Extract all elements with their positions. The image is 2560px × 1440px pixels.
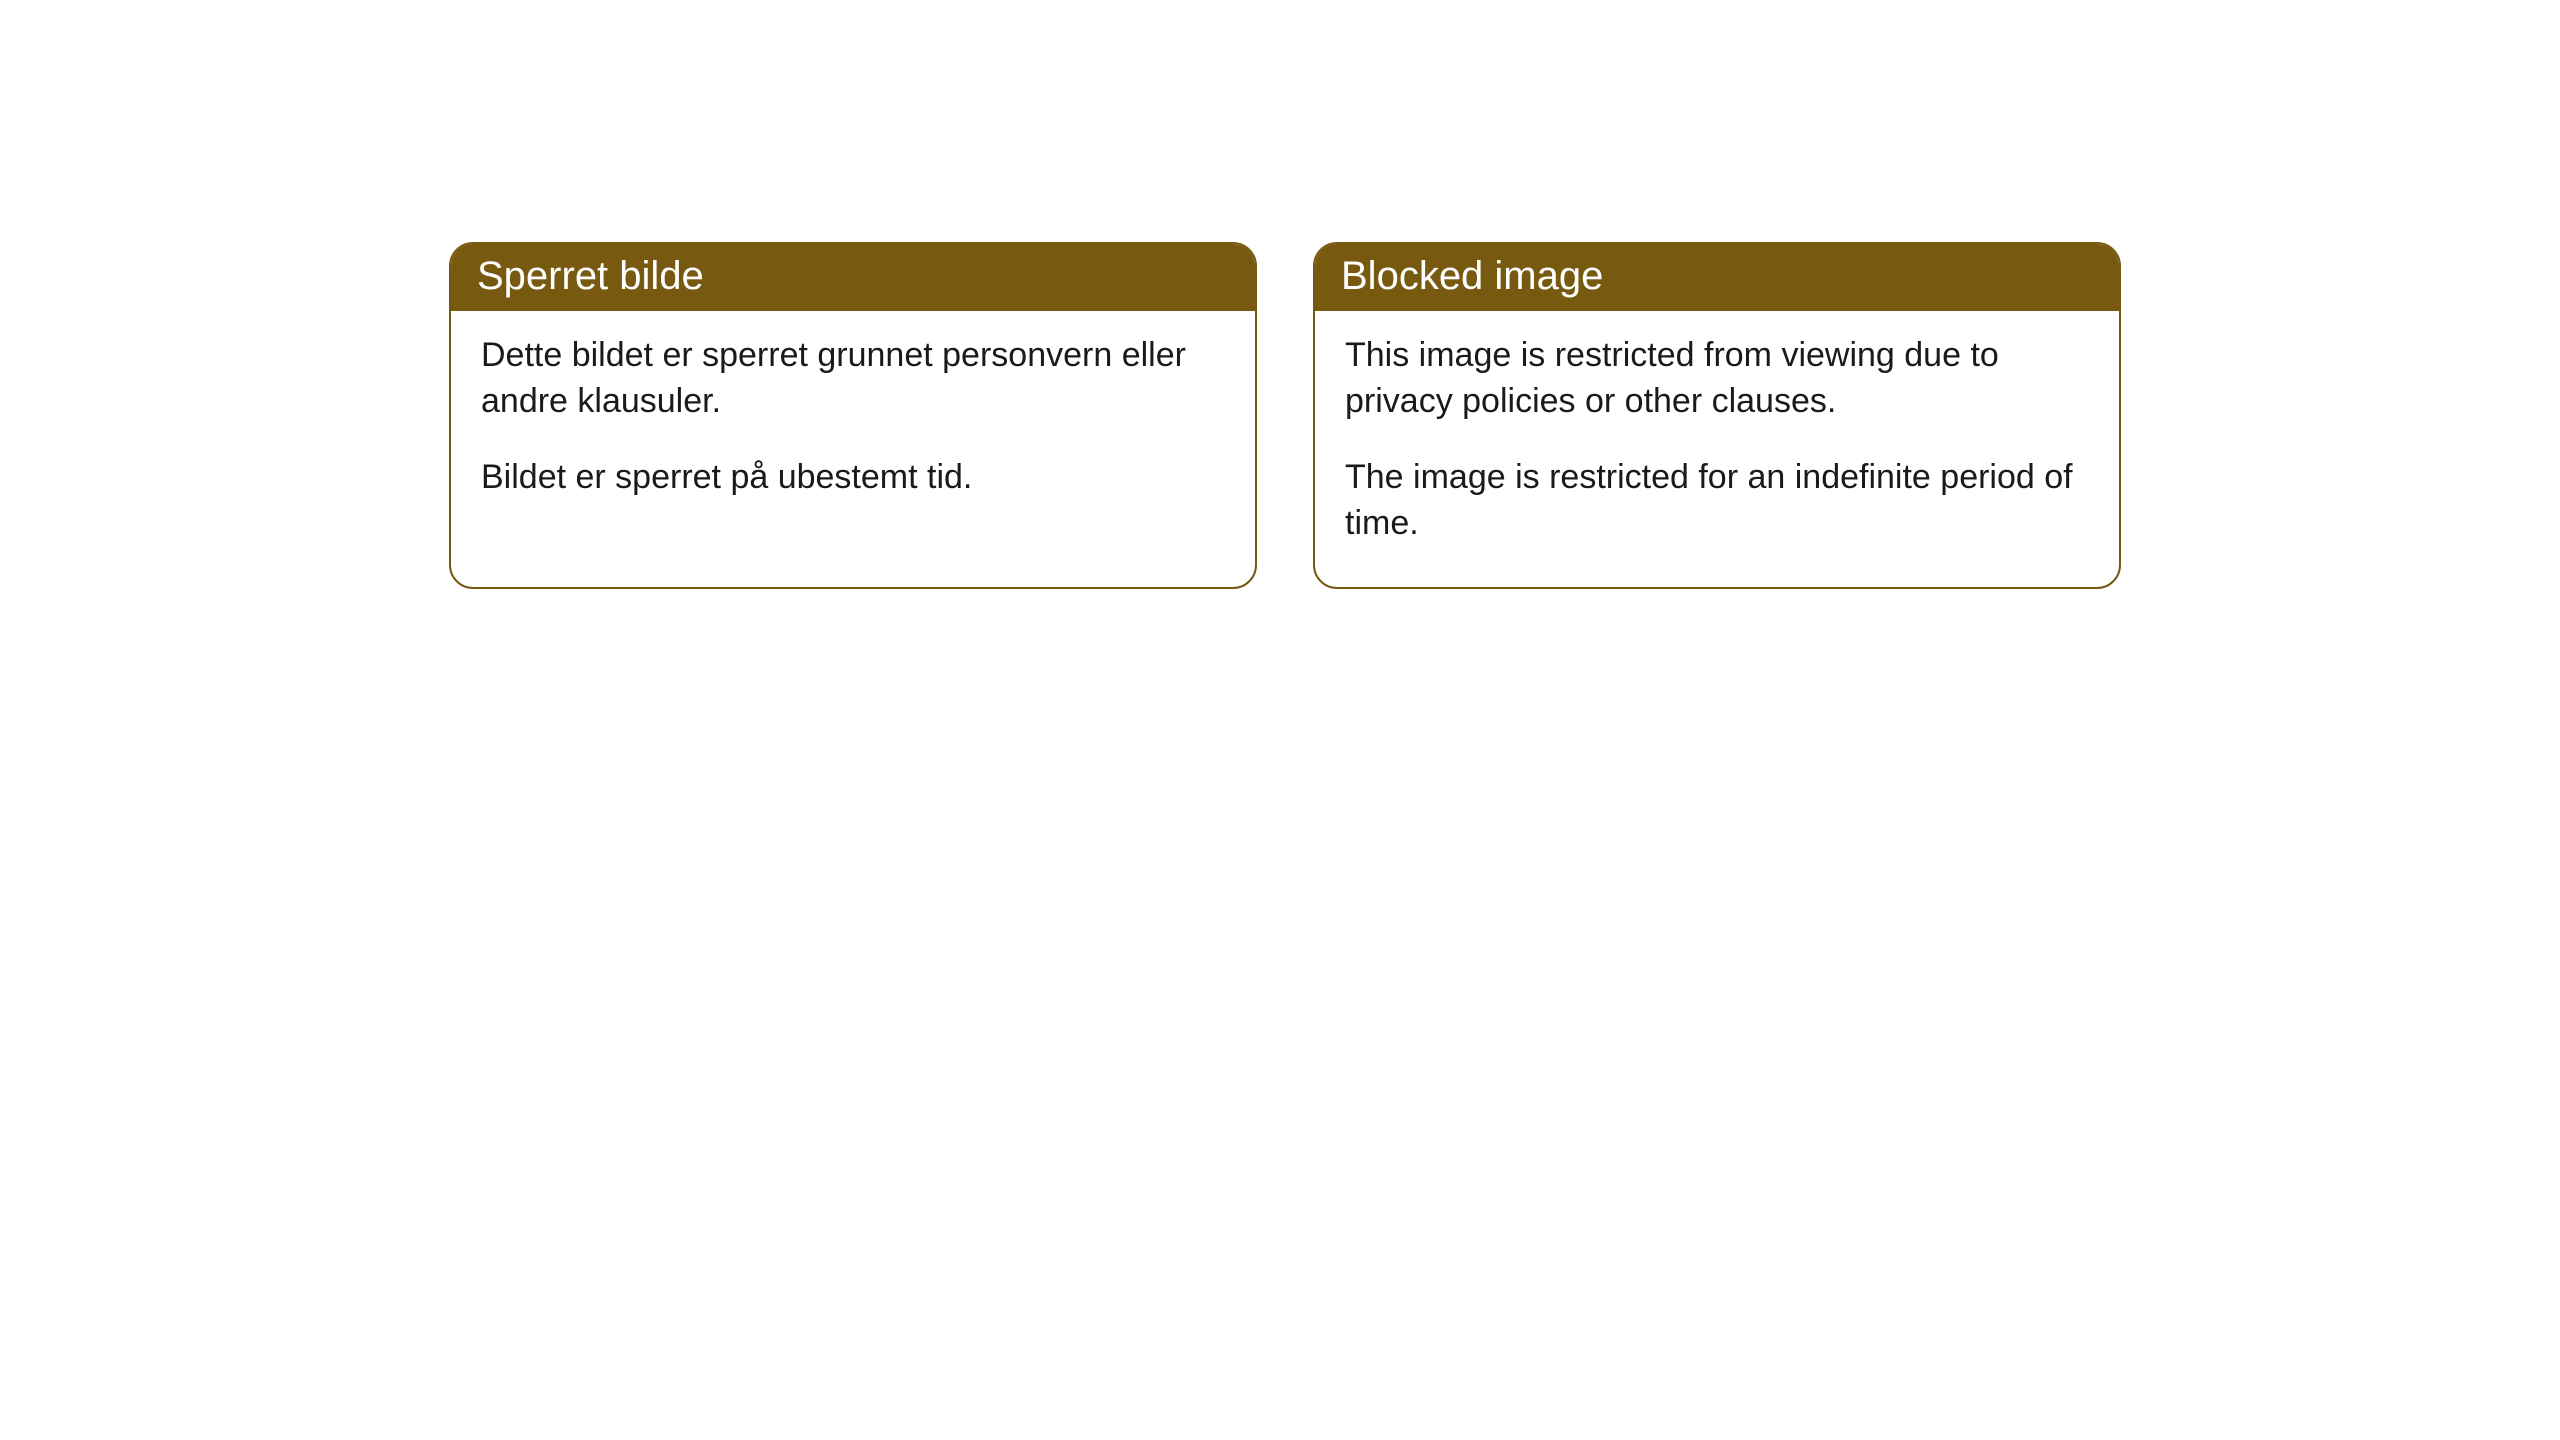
card-norwegian: Sperret bilde Dette bildet er sperret gr… — [449, 242, 1257, 589]
card-english: Blocked image This image is restricted f… — [1313, 242, 2121, 589]
card-paragraph-2-norwegian: Bildet er sperret på ubestemt tid. — [481, 455, 1225, 501]
cards-container: Sperret bilde Dette bildet er sperret gr… — [449, 242, 2560, 589]
card-body-norwegian: Dette bildet er sperret grunnet personve… — [451, 311, 1255, 541]
card-paragraph-1-norwegian: Dette bildet er sperret grunnet personve… — [481, 333, 1225, 425]
card-header-norwegian: Sperret bilde — [451, 244, 1255, 311]
card-paragraph-2-english: The image is restricted for an indefinit… — [1345, 455, 2089, 547]
card-paragraph-1-english: This image is restricted from viewing du… — [1345, 333, 2089, 425]
card-header-english: Blocked image — [1315, 244, 2119, 311]
card-body-english: This image is restricted from viewing du… — [1315, 311, 2119, 587]
